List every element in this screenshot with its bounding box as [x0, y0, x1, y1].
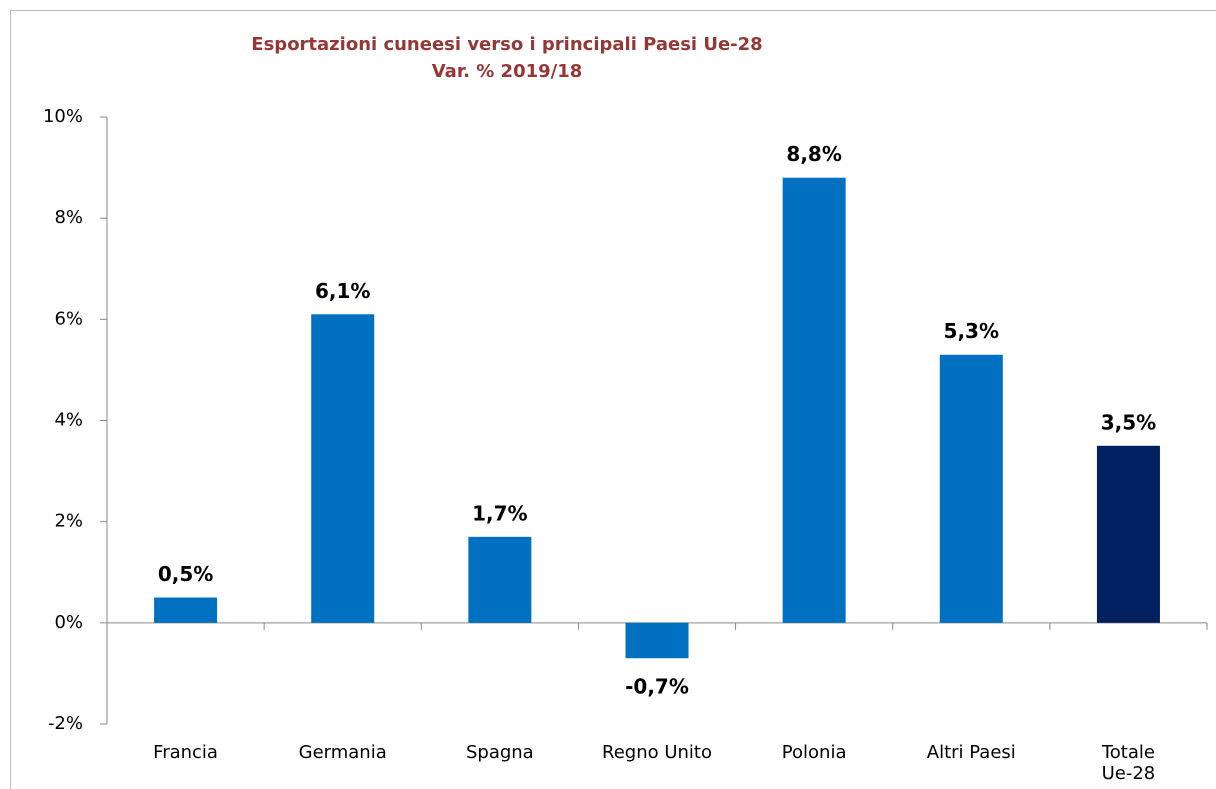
data-label: 3,5% — [1101, 410, 1156, 434]
y-tick-label: 10% — [43, 106, 83, 127]
x-tick-label: Germania — [298, 742, 387, 763]
data-label: 8,8% — [786, 142, 841, 166]
bar — [468, 536, 532, 623]
data-label: 1,7% — [472, 501, 527, 525]
x-tick-label: Francia — [153, 742, 218, 763]
data-label: -0,7% — [625, 675, 689, 699]
chart-title: Esportazioni cuneesi verso i principali … — [251, 34, 762, 55]
y-tick-label: 4% — [54, 410, 83, 431]
y-tick-label: 6% — [54, 308, 83, 329]
x-tick-label: Regno Unito — [602, 742, 712, 763]
bar — [782, 177, 846, 623]
bar — [311, 314, 375, 623]
bar — [625, 622, 689, 659]
x-tick-label: Totale Ue-28 — [1101, 742, 1156, 784]
y-tick-label: -2% — [48, 713, 83, 734]
bar — [1096, 445, 1160, 623]
bar — [939, 354, 1003, 623]
y-tick-label: 0% — [54, 612, 83, 633]
data-label: 5,3% — [944, 319, 999, 343]
y-tick-label: 8% — [54, 207, 83, 228]
data-label: 0,5% — [158, 562, 213, 586]
data-label: 6,1% — [315, 279, 370, 303]
chart-subtitle: Var. % 2019/18 — [432, 61, 583, 82]
x-tick-label: Altri Paesi — [926, 742, 1016, 763]
y-tick-label: 2% — [54, 511, 83, 532]
x-tick-label: Spagna — [465, 742, 534, 763]
x-tick-label: Polonia — [781, 742, 847, 763]
chart-frame — [10, 10, 1216, 789]
bar — [154, 597, 218, 623]
